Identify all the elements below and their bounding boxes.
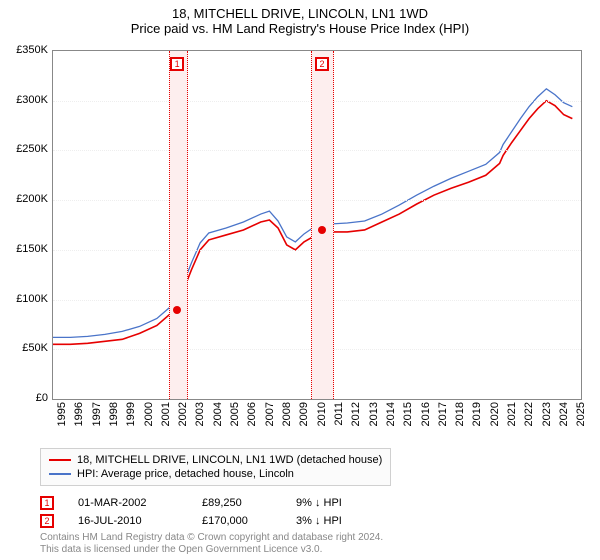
y-tick-label: £350K [16, 44, 48, 56]
x-tick-label: 1997 [91, 402, 103, 426]
x-tick-label: 2009 [298, 402, 310, 426]
y-tick-label: £200K [16, 193, 48, 205]
x-tick-label: 2024 [558, 402, 570, 426]
footer-attribution: Contains HM Land Registry data © Crown c… [40, 532, 383, 556]
legend-item-2: HPI: Average price, detached house, Linc… [49, 467, 382, 481]
x-tick-label: 1999 [125, 402, 137, 426]
transaction-price: £170,000 [202, 515, 272, 527]
x-tick-label: 2017 [437, 402, 449, 426]
x-tick-label: 1996 [73, 402, 85, 426]
sale-marker [173, 306, 181, 314]
footer-line-1: Contains HM Land Registry data © Crown c… [40, 532, 383, 544]
transaction-price: £89,250 [202, 497, 272, 509]
y-tick-label: £300K [16, 94, 48, 106]
x-tick-label: 2011 [333, 402, 345, 426]
legend-swatch-1 [49, 459, 71, 461]
sale-marker [318, 226, 326, 234]
sale-flag-badge: 1 [170, 57, 184, 71]
x-tick-label: 2023 [541, 402, 553, 426]
transaction-hpi: 3% ↓ HPI [296, 515, 376, 527]
legend-label-2: HPI: Average price, detached house, Linc… [77, 468, 294, 480]
sale-flag-badge: 2 [315, 57, 329, 71]
x-tick-label: 1998 [108, 402, 120, 426]
x-tick-label: 2004 [212, 402, 224, 426]
chart-title: 18, MITCHELL DRIVE, LINCOLN, LN1 1WD [0, 0, 600, 21]
transaction-badge: 2 [40, 514, 54, 528]
x-tick-label: 1995 [56, 402, 68, 426]
x-tick-label: 2022 [523, 402, 535, 426]
x-tick-label: 2020 [489, 402, 501, 426]
x-tick-label: 2001 [160, 402, 172, 426]
transaction-badge: 1 [40, 496, 54, 510]
x-tick-label: 2007 [264, 402, 276, 426]
y-tick-label: £250K [16, 143, 48, 155]
x-tick-label: 2003 [194, 402, 206, 426]
x-tick-label: 2006 [246, 402, 258, 426]
legend-box: 18, MITCHELL DRIVE, LINCOLN, LN1 1WD (de… [40, 448, 391, 486]
y-tick-label: £100K [16, 293, 48, 305]
transactions-table: 1 01-MAR-2002 £89,250 9% ↓ HPI 2 16-JUL-2010 £… [40, 494, 376, 530]
legend-label-1: 18, MITCHELL DRIVE, LINCOLN, LN1 1WD (de… [77, 454, 382, 466]
x-tick-label: 2018 [454, 402, 466, 426]
x-tick-label: 2019 [471, 402, 483, 426]
y-tick-label: £150K [16, 243, 48, 255]
x-tick-label: 2002 [177, 402, 189, 426]
footer-line-2: This data is licensed under the Open Gov… [40, 544, 383, 556]
transaction-date: 01-MAR-2002 [78, 497, 178, 509]
plot-area: 12 [52, 50, 582, 400]
y-tick-label: £0 [36, 392, 48, 404]
x-tick-label: 2010 [316, 402, 328, 426]
legend-item-1: 18, MITCHELL DRIVE, LINCOLN, LN1 1WD (de… [49, 453, 382, 467]
x-tick-label: 2014 [385, 402, 397, 426]
transaction-date: 16-JUL-2010 [78, 515, 178, 527]
x-tick-label: 2025 [575, 402, 587, 426]
y-tick-label: £50K [22, 342, 48, 354]
sale-band [169, 51, 188, 399]
transaction-hpi: 9% ↓ HPI [296, 497, 376, 509]
chart-subtitle: Price paid vs. HM Land Registry's House … [0, 21, 600, 40]
transaction-row: 2 16-JUL-2010 £170,000 3% ↓ HPI [40, 512, 376, 530]
x-tick-label: 2000 [143, 402, 155, 426]
x-tick-label: 2008 [281, 402, 293, 426]
x-tick-label: 2015 [402, 402, 414, 426]
x-tick-label: 2005 [229, 402, 241, 426]
chart-container: 18, MITCHELL DRIVE, LINCOLN, LN1 1WD Pri… [0, 0, 600, 560]
transaction-row: 1 01-MAR-2002 £89,250 9% ↓ HPI [40, 494, 376, 512]
x-tick-label: 2021 [506, 402, 518, 426]
x-tick-label: 2013 [368, 402, 380, 426]
x-tick-label: 2016 [420, 402, 432, 426]
x-tick-label: 2012 [350, 402, 362, 426]
legend-swatch-2 [49, 473, 71, 475]
